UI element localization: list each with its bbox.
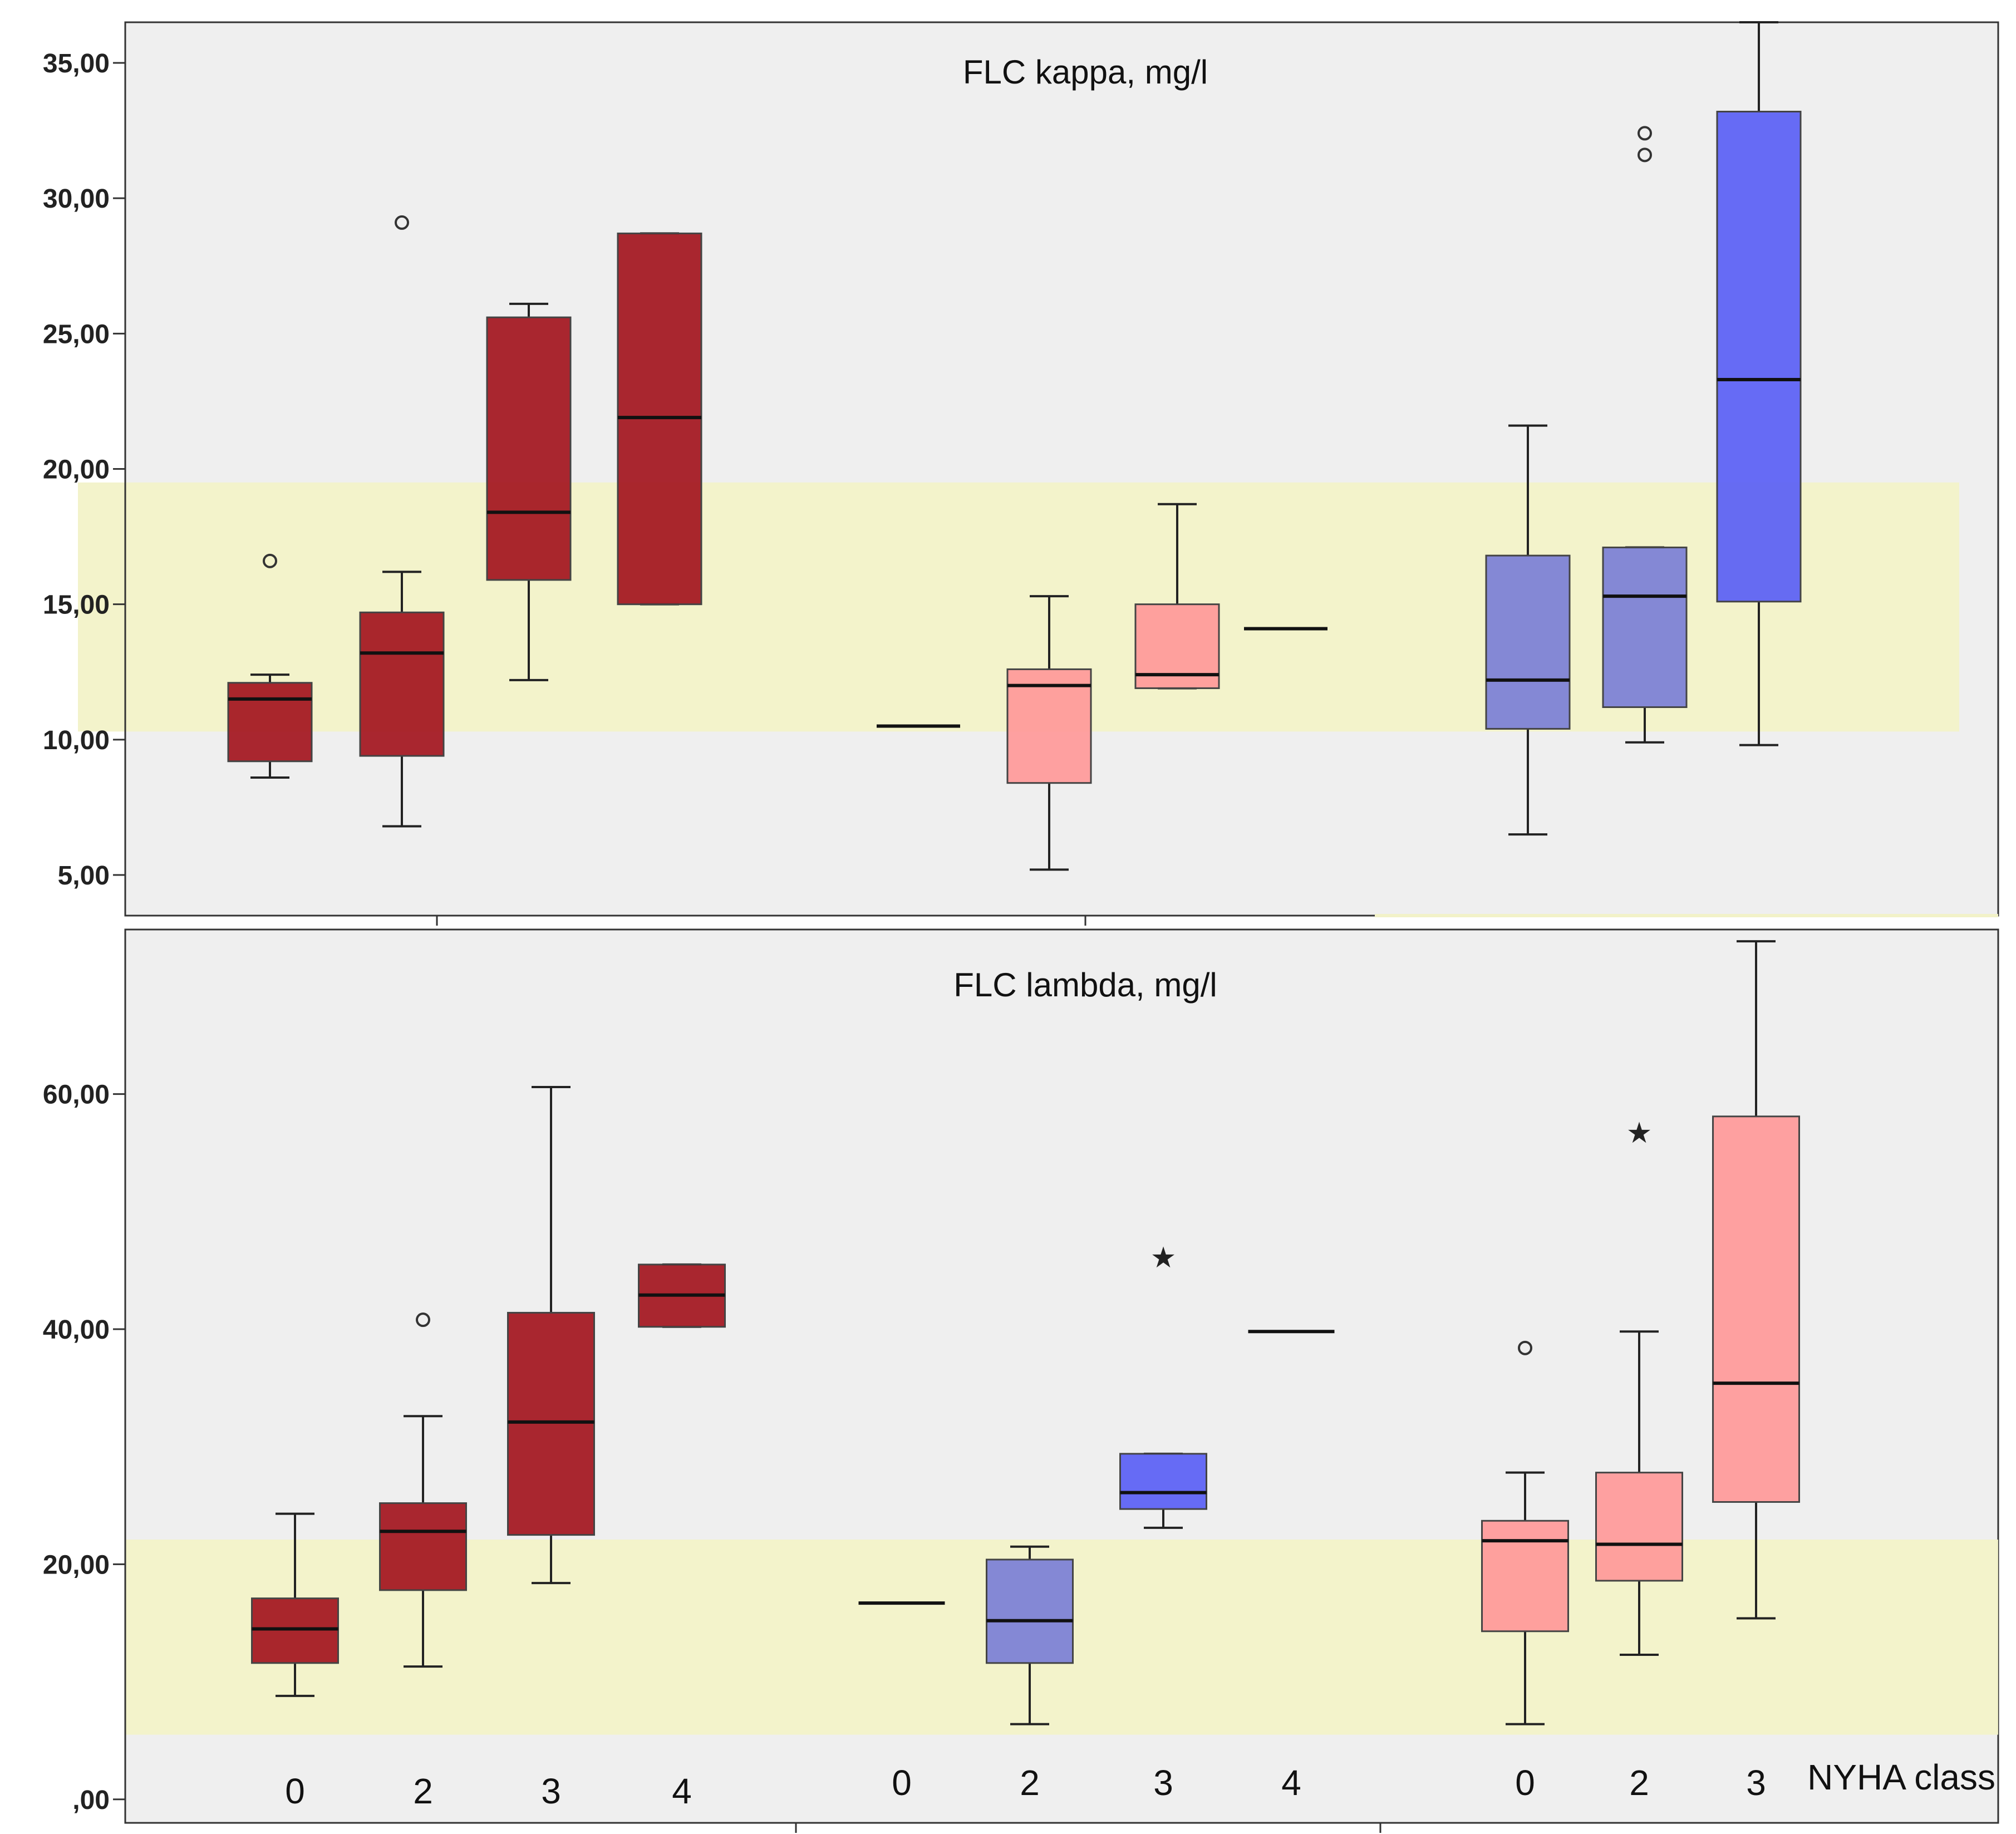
kappa-box-group1-nyha-4: [617, 232, 702, 606]
kappa-box-group2-nyha-2: [1006, 595, 1092, 871]
kappa-y-tick-label: 30,00: [43, 184, 110, 214]
kappa-y-axis: 5,00 10,00 15,00 20,00 25,00 30,00 35,00: [43, 22, 126, 916]
kappa-y-tick-label: 35,00: [43, 49, 110, 78]
kappa-box-group3-nyha-2: [1602, 126, 1688, 744]
iqr-box: [1712, 1115, 1800, 1503]
lambda-y-tick-label: 20,00: [43, 1550, 110, 1580]
kappa-y-tick-label: 10,00: [43, 726, 110, 755]
lambda-y-axis: ,00 20,00 40,00 60,00: [43, 930, 126, 1823]
kappa-y-ticks: 5,00 10,00 15,00 20,00 25,00 30,00 35,00: [43, 49, 125, 891]
lambda-box-group1-nyha-4: [638, 1263, 726, 1328]
kappa-box-group1-nyha-0: [227, 553, 313, 779]
kappa-x-axis: [125, 914, 1998, 926]
lambda-box-group1-nyha-2: [379, 1312, 467, 1668]
lambda-y-tick-label: ,00: [72, 1786, 110, 1815]
x-axis-title: NYHA class: [1807, 1757, 1995, 1797]
kappa-y-tick-label: 5,00: [58, 861, 110, 891]
outlier-point: [416, 1312, 430, 1327]
outlier-point: [395, 215, 409, 230]
outlier-point: [263, 553, 277, 568]
iqr-box: [359, 611, 445, 757]
kappa-chart-title: FLC kappa, mg/l: [963, 53, 1208, 91]
outlier-point: [1518, 1340, 1532, 1355]
x-category-label: 0: [1515, 1763, 1535, 1803]
kappa-box-group1-nyha-3: [486, 302, 572, 681]
iqr-box: [1602, 547, 1688, 709]
iqr-box: [986, 1558, 1074, 1664]
extreme-point: ★: [1626, 1117, 1653, 1149]
iqr-box: [1595, 1472, 1683, 1582]
x-category-label: 2: [1629, 1763, 1649, 1803]
x-category-label: 0: [285, 1771, 305, 1811]
iqr-box: [1119, 1453, 1207, 1510]
iqr-box: [1481, 1520, 1569, 1633]
outlier-point: [1638, 147, 1652, 163]
kappa-y-tick-label: 15,00: [43, 591, 110, 620]
lambda-box-group3-nyha-3: [1712, 940, 1800, 1620]
x-category-label: 3: [1153, 1763, 1173, 1803]
iqr-box: [507, 1311, 595, 1536]
lambda-category-labels: 0 2 3 4 0 2 3 4 0 2 3: [285, 1763, 1766, 1811]
iqr-box: [486, 316, 572, 581]
lambda-chart-title: FLC lambda, mg/l: [953, 966, 1217, 1004]
iqr-box: [1006, 668, 1092, 784]
outlier-point: [1638, 126, 1652, 141]
x-category-label: 3: [541, 1771, 561, 1811]
lambda-box-group3-nyha-0: [1481, 1340, 1569, 1725]
x-category-label: 4: [1281, 1763, 1301, 1803]
kappa-y-tick-label: 20,00: [43, 455, 110, 485]
lambda-box-group1-nyha-3: [507, 1085, 595, 1585]
x-category-label: 3: [1746, 1763, 1766, 1803]
kappa-box-group3-nyha-0: [1485, 424, 1571, 836]
x-category-label: 4: [672, 1771, 692, 1811]
lambda-y-tick-label: 60,00: [43, 1080, 110, 1110]
kappa-boxes: [227, 21, 1802, 871]
kappa-box-group3-nyha-3: [1716, 21, 1802, 746]
iqr-box: [379, 1502, 467, 1591]
iqr-box: [1716, 111, 1802, 603]
lambda-boxes: ★★: [251, 940, 1800, 1725]
lambda-box-group2-nyha-3: ★: [1119, 1242, 1207, 1529]
x-category-label: 0: [892, 1763, 912, 1803]
x-category-label: 2: [413, 1771, 433, 1811]
lambda-y-tick-label: 40,00: [43, 1315, 110, 1345]
lambda-y-ticks: ,00 20,00 40,00 60,00: [43, 1080, 125, 1815]
kappa-panel: FLC kappa, mg/l 5,00 10,00 15,00 20,00 25,00…: [43, 21, 1999, 926]
iqr-box: [251, 1597, 339, 1664]
lambda-box-group3-nyha-2: ★: [1595, 1117, 1683, 1656]
extreme-point: ★: [1150, 1242, 1177, 1274]
iqr-box: [1485, 554, 1571, 730]
lambda-box-group2-nyha-2: [986, 1545, 1074, 1725]
kappa-y-tick-label: 25,00: [43, 319, 110, 349]
lambda-x-axis: [125, 1822, 1998, 1833]
x-category-label: 2: [1020, 1763, 1040, 1803]
lambda-box-group1-nyha-0: [251, 1512, 339, 1697]
kappa-box-group2-nyha-3: [1134, 503, 1220, 690]
kappa-box-group1-nyha-2: [359, 215, 445, 828]
iqr-box: [227, 682, 313, 763]
